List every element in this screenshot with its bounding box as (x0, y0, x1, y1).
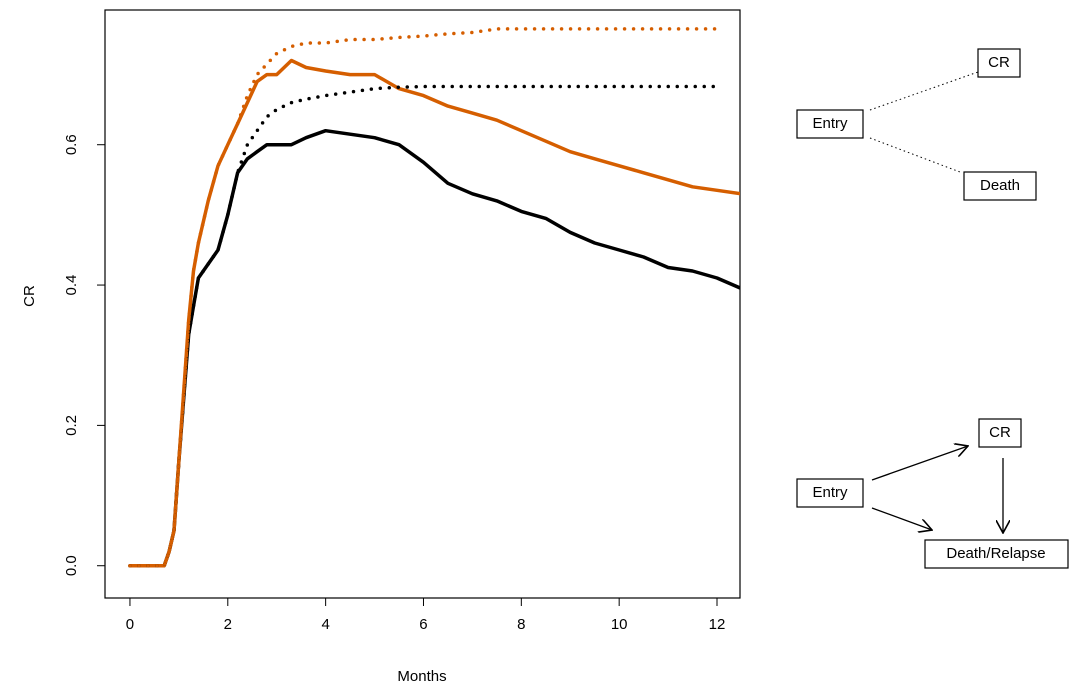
x-tick-label: 0 (126, 616, 134, 633)
edge (871, 507, 932, 530)
x-tick-label: 10 (611, 616, 628, 633)
x-tick-label: 8 (517, 616, 525, 633)
x-tick-label: 4 (321, 616, 329, 633)
node-box (978, 418, 1022, 448)
edge (871, 446, 968, 481)
node-box (796, 478, 864, 508)
node-box (963, 171, 1037, 201)
node-box (977, 48, 1021, 78)
line-series (129, 58, 740, 568)
edge (869, 137, 961, 173)
node-label: Entry (812, 484, 848, 501)
y-tick-label: 0.6 (63, 134, 80, 155)
node-label: CR (989, 424, 1011, 441)
y-tick-label: 0.0 (63, 555, 80, 576)
line-series (128, 27, 719, 568)
node-label: Death (980, 177, 1020, 194)
x-tick-label: 2 (224, 616, 232, 633)
line-series (128, 84, 719, 568)
diagram: Entry CR Death/Relapse (796, 418, 1069, 569)
line-series (129, 128, 740, 568)
x-tick-label: 12 (709, 616, 726, 633)
edge (869, 71, 979, 111)
plot-frame (104, 9, 741, 599)
diagram: Entry CR Death (796, 48, 1037, 201)
node-label: CR (988, 54, 1010, 71)
y-tick-label: 0.2 (63, 415, 80, 436)
node-label: Entry (812, 115, 848, 132)
x-tick-label: 6 (419, 616, 427, 633)
node-label: Death/Relapse (946, 545, 1045, 562)
y-axis-label: CR (21, 285, 38, 307)
x-axis-label: Months (397, 668, 446, 685)
node-box (796, 109, 864, 139)
node-box (924, 539, 1069, 569)
y-tick-label: 0.4 (63, 275, 80, 296)
